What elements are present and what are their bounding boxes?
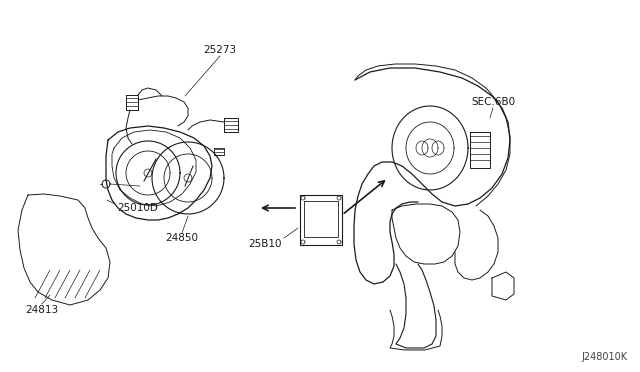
Text: SEC.6B0: SEC.6B0 (471, 97, 515, 107)
Text: 25B10: 25B10 (248, 239, 282, 249)
Text: 25273: 25273 (204, 45, 237, 55)
Text: J248010K: J248010K (582, 352, 628, 362)
Text: 25010D: 25010D (118, 203, 159, 213)
Text: 24813: 24813 (26, 305, 59, 315)
Text: 24850: 24850 (166, 233, 198, 243)
